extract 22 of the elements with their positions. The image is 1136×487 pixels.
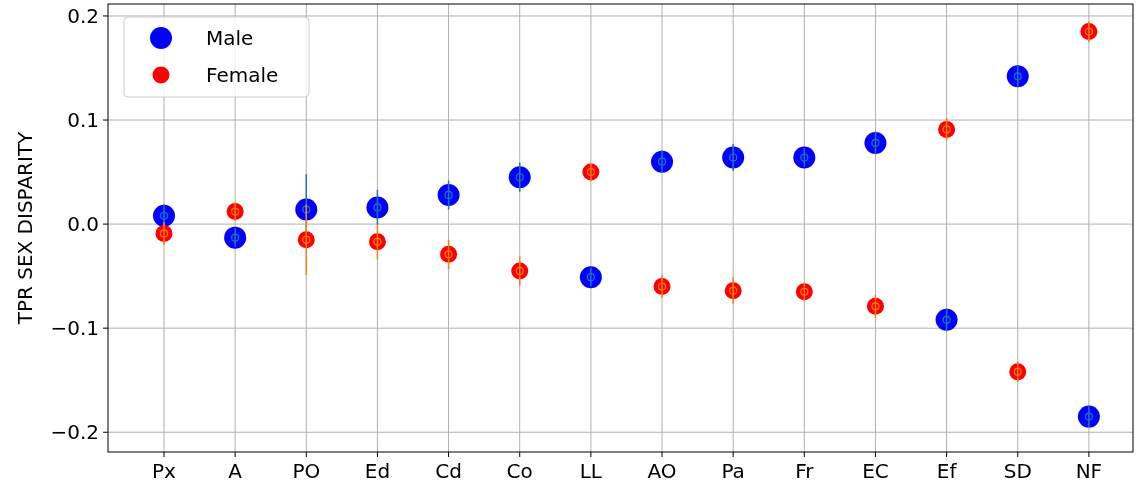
legend-label: Female: [206, 63, 279, 87]
x-tick-label: Px: [152, 459, 177, 483]
x-tick-label: Co: [506, 459, 533, 483]
x-tick-label: AO: [647, 459, 677, 483]
y-tick-label: 0.0: [67, 212, 99, 237]
x-tick-label: EC: [862, 459, 889, 483]
y-tick-label: −0.1: [50, 316, 99, 341]
x-tick-label: Ef: [936, 459, 958, 483]
y-tick-label: −0.2: [50, 420, 99, 445]
x-tick-label: PO: [292, 459, 321, 483]
y-axis-title: TPR SEX DISPARITY: [13, 130, 37, 326]
legend-label: Male: [206, 26, 254, 50]
y-tick-label: 0.1: [67, 108, 99, 133]
y-tick-label: 0.2: [67, 3, 99, 28]
x-tick-label: A: [228, 459, 243, 483]
x-tick-label: SD: [1003, 459, 1032, 483]
x-tick-label: LL: [579, 459, 603, 483]
x-tick-label: NF: [1075, 459, 1103, 483]
x-tick-label: Fr: [795, 459, 815, 483]
x-tick-label: Cd: [435, 459, 462, 483]
x-tick-label: Pa: [721, 459, 745, 483]
x-tick-label: Ed: [364, 459, 391, 483]
